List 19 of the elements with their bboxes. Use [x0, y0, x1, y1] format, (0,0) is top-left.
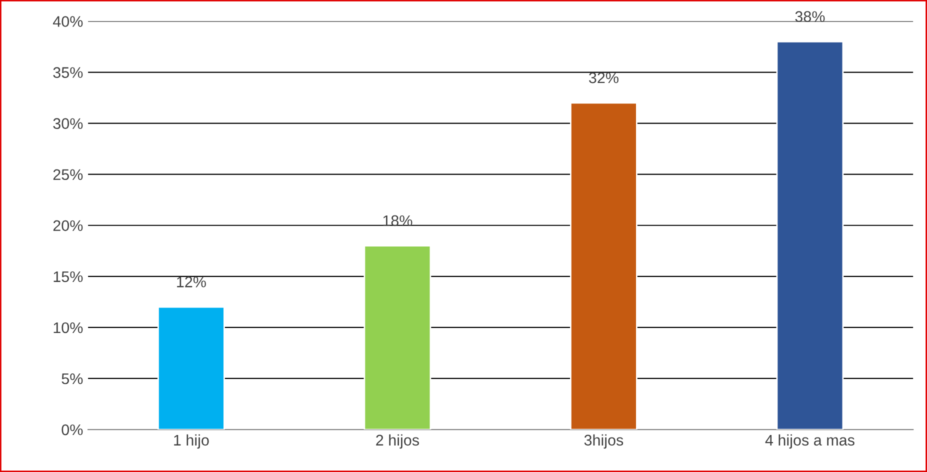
y-tick-label: 0%	[62, 424, 83, 436]
y-tick-label: 40%	[52, 16, 83, 27]
bar	[364, 245, 432, 430]
y-tick-label: 20%	[53, 220, 83, 232]
data-label: 38%	[795, 11, 825, 22]
y-tick-label: 15%	[54, 271, 83, 282]
y-tick-label: 10%	[54, 322, 83, 334]
y-tick-label: 5%	[62, 373, 83, 384]
bar	[158, 306, 225, 430]
y-tick-label: 30%	[53, 118, 83, 129]
y-tick-label: 25%	[53, 169, 83, 180]
bar	[570, 102, 638, 430]
data-label: 12%	[177, 276, 206, 288]
bar	[776, 40, 844, 430]
x-tick-label: 2 hijos	[376, 434, 419, 449]
x-tick-label: 4 hijos a mas	[765, 434, 854, 449]
x-tick-label: 3hijos	[584, 434, 624, 449]
x-tick-label: 1 hijo	[174, 434, 209, 449]
y-tick-label: 35%	[53, 67, 83, 78]
